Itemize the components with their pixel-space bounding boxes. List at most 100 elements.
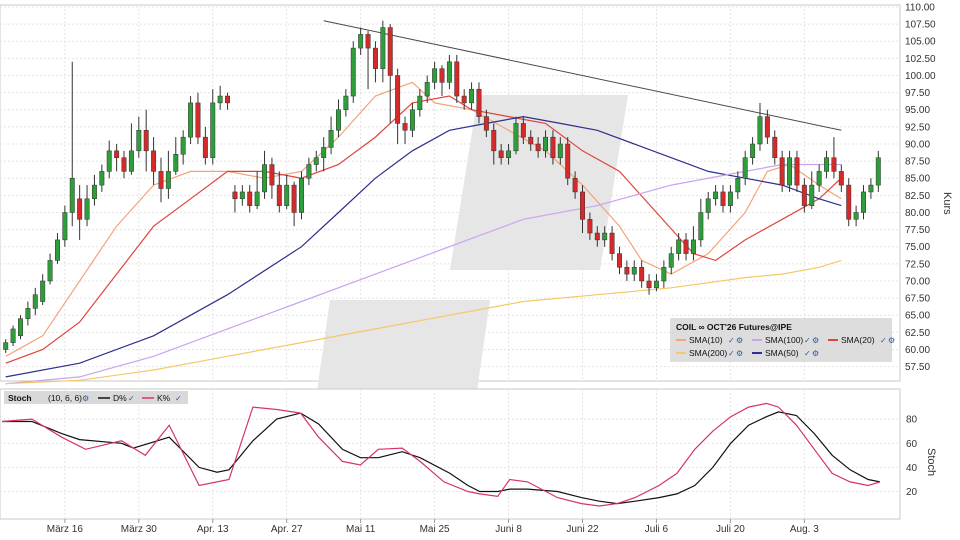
line-sma20: [5, 95, 842, 364]
price-axis-label: Kurs: [941, 192, 953, 215]
candle: [661, 267, 667, 282]
candle: [276, 184, 282, 206]
candle: [409, 109, 415, 131]
candle: [624, 267, 630, 275]
candle: [10, 328, 16, 343]
stoch-legend-k: K%: [157, 393, 171, 403]
candle: [646, 280, 652, 289]
stoch-frame: [0, 388, 901, 520]
y-tick-label: 82.50: [905, 191, 930, 202]
check-icon[interactable]: ✓: [804, 336, 811, 345]
candle: [639, 267, 645, 282]
price-grid: [0, 5, 900, 381]
candle: [69, 177, 75, 213]
candle: [402, 123, 408, 131]
candle: [114, 150, 120, 158]
candle: [587, 219, 593, 234]
candle: [550, 136, 556, 158]
y-tick-label: 77.50: [905, 225, 930, 236]
check-icon[interactable]: ✓: [728, 349, 735, 358]
settings-icon[interactable]: ⚙: [82, 394, 89, 403]
candle: [136, 130, 142, 152]
candle: [454, 61, 460, 97]
settings-icon[interactable]: ⚙: [812, 336, 819, 345]
candle: [846, 184, 852, 220]
candle: [779, 157, 785, 186]
candle: [395, 75, 401, 124]
candle: [787, 157, 793, 186]
y-tick-label: 95.00: [905, 105, 930, 116]
stoch-tick-label: 60: [906, 439, 918, 450]
line-sma100: [5, 163, 842, 385]
candle: [173, 154, 179, 172]
candle: [520, 123, 526, 138]
candle: [424, 82, 430, 97]
candle: [121, 157, 127, 172]
candle: [387, 27, 393, 76]
candle: [180, 136, 186, 155]
settings-icon[interactable]: ⚙: [812, 349, 819, 358]
y-tick-label: 92.50: [905, 122, 930, 133]
candle: [565, 143, 571, 179]
candle: [853, 212, 859, 220]
x-tick-label: Juli 6: [645, 524, 669, 535]
stoch-line-k: [1, 402, 881, 507]
candle: [328, 130, 334, 148]
y-tick-label: 107.50: [905, 20, 936, 31]
stoch-tick-label: 80: [906, 415, 918, 426]
check-icon[interactable]: ✓: [880, 336, 887, 345]
candle: [483, 116, 489, 131]
candle: [757, 116, 763, 145]
settings-icon[interactable]: ⚙: [736, 336, 743, 345]
y-tick-label: 110.00: [905, 3, 935, 14]
legend-item-label: SMA(20): [841, 335, 875, 345]
candle: [461, 95, 467, 104]
x-tick-label: Apr. 13: [197, 524, 229, 535]
candle: [62, 212, 68, 241]
candle: [158, 171, 164, 189]
stoch-legend-params: (10, 6, 6): [48, 393, 82, 403]
trendline: [323, 20, 842, 131]
candle: [143, 130, 149, 152]
candle: [705, 198, 711, 213]
stoch-tick-label: 20: [906, 487, 918, 498]
candle: [313, 157, 319, 165]
candle: [47, 260, 53, 282]
candle: [262, 164, 267, 193]
y-tick-label: 85.00: [905, 174, 930, 185]
legend-item-label: SMA(50): [765, 348, 799, 358]
x-axis: März 16 März 30 Apr. 13 Apr. 27 Mai 11 Mai 25…: [47, 519, 819, 535]
y-tick-label: 105.00: [905, 37, 936, 48]
candle: [690, 239, 696, 254]
settings-icon[interactable]: ⚙: [888, 336, 895, 345]
candle: [698, 212, 704, 241]
candle: [202, 136, 208, 158]
candle: [535, 143, 541, 152]
candle: [631, 267, 637, 275]
candle: [668, 253, 674, 268]
x-tick-label: März 16: [47, 524, 84, 535]
check-icon[interactable]: ✓: [175, 394, 182, 403]
stoch-line-d: [2, 411, 881, 505]
candle: [40, 280, 46, 302]
settings-icon[interactable]: ⚙: [736, 349, 743, 358]
candle: [875, 157, 881, 186]
candle: [498, 150, 504, 158]
check-icon[interactable]: ✓: [804, 349, 811, 358]
candle: [831, 157, 837, 172]
candle: [432, 68, 438, 83]
candle: [32, 294, 38, 309]
check-icon[interactable]: ✓: [128, 394, 135, 403]
candlesticks: [3, 20, 881, 353]
stoch-tick-label: 40: [906, 463, 918, 474]
candle: [506, 150, 512, 158]
price-y-axis: 110.00 107.50 105.00 102.50 100.00 97.50 95.00…: [905, 3, 936, 374]
y-tick-label: 97.50: [905, 88, 930, 99]
y-tick-label: 90.00: [905, 139, 930, 150]
legend-item-label: SMA(200): [689, 348, 727, 358]
check-icon[interactable]: ✓: [728, 336, 735, 345]
legend-items: SMA(10) ✓ ⚙ SMA(100) ✓ ⚙ SMA(20) ✓ ⚙SMA(200) ✓ ⚙ SM…: [676, 335, 895, 358]
y-tick-label: 62.50: [905, 328, 930, 339]
candle: [801, 184, 807, 206]
